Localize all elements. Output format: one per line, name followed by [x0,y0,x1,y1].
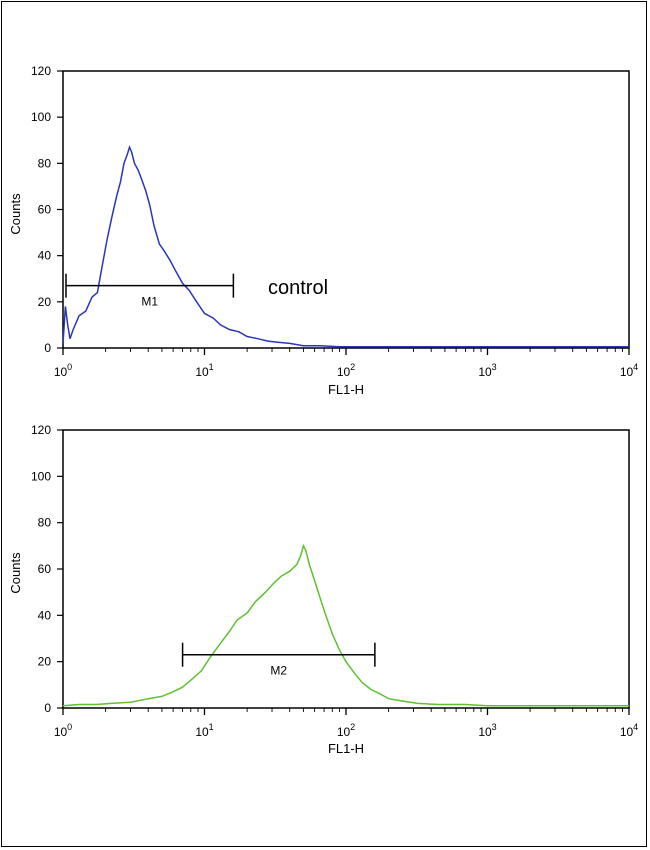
x-tick-label: 102 [337,362,355,379]
x-axis-title: FL1-H [328,741,364,756]
marker-label: M1 [141,295,158,309]
marker-label: M2 [270,664,287,678]
x-axis: 100 101 102 103 104 [54,708,638,739]
x-axis-title: FL1-H [328,382,364,397]
control-annotation: control [268,277,328,299]
histogram-panel-control: 0 20 40 60 80 100 120 100 101 102 103 10… [8,64,638,397]
histogram-panel-sample: 0 20 40 60 80 100 120 100 101 102 103 10… [8,423,638,756]
x-axis: 100 101 102 103 104 [54,348,638,379]
y-tick-label: 20 [38,655,52,669]
y-axis-title: Counts [8,193,23,235]
y-tick-label: 120 [31,423,51,437]
y-tick-label: 100 [31,110,51,124]
y-tick-label: 40 [38,249,52,263]
y-tick-label: 60 [38,203,52,217]
x-tick-label: 104 [620,722,638,739]
x-tick-label: 103 [478,722,496,739]
y-axis: 0 20 40 60 80 100 120 [31,64,63,355]
y-tick-label: 0 [44,701,51,715]
x-tick-label: 100 [54,722,72,739]
m2-gate-marker: M2 [181,642,376,678]
y-tick-label: 80 [38,156,52,170]
m1-gate-marker: M1 [65,273,235,309]
y-tick-label: 100 [31,469,51,483]
x-tick-label: 101 [195,722,213,739]
y-tick-label: 40 [38,608,52,622]
y-tick-label: 0 [44,341,51,355]
plot-area-border [62,429,630,709]
y-tick-label: 20 [38,295,52,309]
x-tick-label: 102 [337,722,355,739]
y-axis-title: Counts [8,552,23,594]
y-tick-label: 80 [38,516,52,530]
x-tick-label: 100 [54,362,72,379]
y-tick-label: 60 [38,562,52,576]
control-histogram-line [62,145,629,348]
sample-histogram-line [62,543,629,707]
x-tick-label: 101 [195,362,213,379]
y-tick-label: 120 [31,64,51,78]
x-tick-label: 103 [478,362,496,379]
y-axis: 0 20 40 60 80 100 120 [31,423,63,715]
x-tick-label: 104 [620,362,638,379]
